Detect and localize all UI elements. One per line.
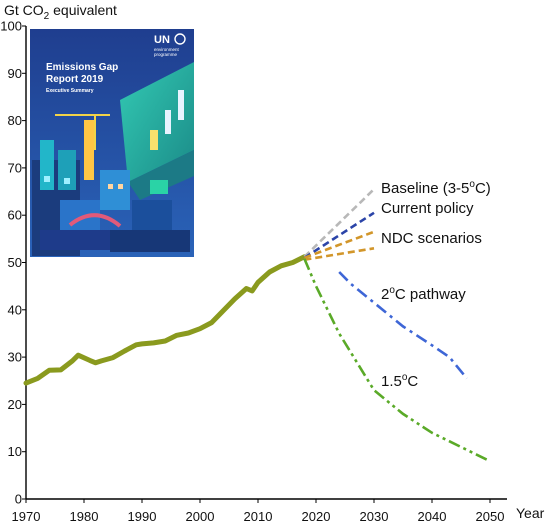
scenario-line-pathway-15c: [303, 258, 491, 463]
y-tick-label: 30: [8, 350, 22, 365]
y-tick-label: 20: [8, 397, 22, 412]
series-layer: [23, 188, 491, 463]
cover-title-line-2: Report 2019: [46, 74, 104, 85]
y-tick-label: 90: [8, 66, 22, 81]
y-tick-label: 50: [8, 255, 22, 270]
cover-city-illustration: [32, 62, 194, 256]
x-tick-label: 2030: [360, 509, 389, 524]
y-axis-title-suffix: equivalent: [49, 2, 117, 18]
x-tick-label: 2040: [418, 509, 447, 524]
x-tick-label: 1990: [128, 509, 157, 524]
scenario-label-ndc: NDC scenarios: [381, 230, 482, 247]
x-tick-label: 1980: [70, 509, 99, 524]
x-tick-label: 2050: [476, 509, 505, 524]
scenario-labels: Baseline (3-5oC) Current policy NDC scenar…: [381, 179, 491, 390]
scenario-label-current-policy: Current policy: [381, 200, 474, 217]
x-tick-label: 2020: [302, 509, 331, 524]
y-axis-title-subscript: 2: [44, 11, 50, 22]
scenario-line-pathway-2c: [338, 271, 468, 380]
y-tick-label: 60: [8, 208, 22, 223]
un-logo-icon: [174, 33, 186, 45]
scenario-line-ndc: [303, 230, 375, 260]
scenario-label-baseline: Baseline (3-5oC): [381, 179, 491, 197]
scenario-line-ndc-lower: [304, 247, 375, 261]
cover-subtitle: Executive Summary: [46, 88, 94, 94]
scenario-line-current-policy: [303, 211, 375, 259]
y-tick-label: 0: [15, 492, 22, 507]
x-axis-title: Year: [516, 505, 545, 521]
x-tick-label: 1970: [12, 509, 41, 524]
cover-brand-sub-2: programme: [154, 52, 178, 57]
y-ticks: 0 10 20 30 40 50 60 70 80 90 100: [0, 19, 26, 507]
x-tick-label: 2000: [186, 509, 215, 524]
historical-emissions-line: [23, 254, 307, 386]
cover-brand-sub-1: environment: [154, 47, 180, 52]
y-axis-title: Gt CO2 equivalent: [4, 2, 117, 22]
scenario-label-pathway-15c: 1.5oC: [381, 372, 418, 390]
y-tick-label: 100: [0, 19, 22, 34]
scenario-line-baseline: [303, 188, 375, 258]
cover-brand: UN: [154, 34, 170, 46]
y-tick-label: 10: [8, 444, 22, 459]
y-tick-label: 40: [8, 302, 22, 317]
y-axis-title-prefix: Gt CO: [4, 2, 44, 18]
report-cover-inset: UN environment programme Emissions Gap R…: [30, 29, 194, 257]
x-ticks: 1970 1980 1990 2000 2010 2020 2030 2040 2050: [12, 499, 505, 524]
x-tick-label: 2010: [244, 509, 273, 524]
y-tick-label: 70: [8, 160, 22, 175]
y-tick-label: 80: [8, 113, 22, 128]
scenario-label-pathway-2c: 2oC pathway: [381, 285, 466, 303]
cover-title-line-1: Emissions Gap: [46, 62, 118, 73]
